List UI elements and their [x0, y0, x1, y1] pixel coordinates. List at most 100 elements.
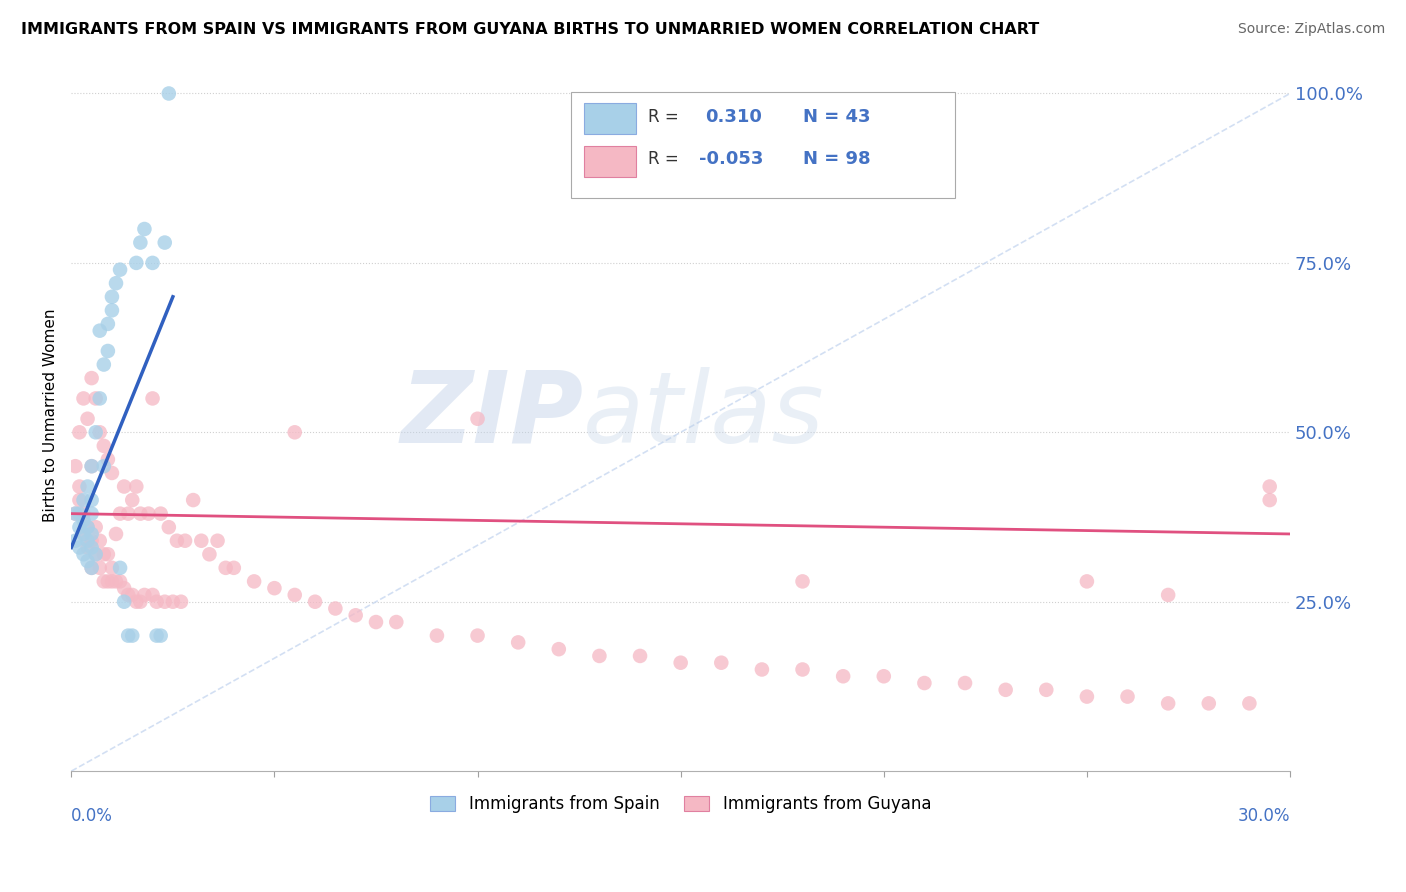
Point — [105, 574, 128, 589]
Point — [129, 507, 152, 521]
Text: Source: ZipAtlas.com: Source: ZipAtlas.com — [1237, 22, 1385, 37]
Point — [76, 541, 98, 555]
Text: R =: R = — [648, 108, 679, 126]
Point — [153, 595, 176, 609]
Point — [1198, 697, 1220, 711]
Point — [72, 513, 94, 527]
Point — [547, 642, 569, 657]
Point — [142, 588, 165, 602]
Point — [69, 493, 91, 508]
Point — [105, 527, 128, 541]
Point — [84, 547, 107, 561]
Point — [76, 554, 98, 568]
Point — [76, 479, 98, 493]
Point — [80, 527, 103, 541]
Point — [134, 588, 156, 602]
Point — [325, 601, 347, 615]
Point — [93, 547, 115, 561]
Point — [80, 459, 103, 474]
Point — [669, 656, 692, 670]
Point — [129, 595, 152, 609]
Point — [80, 371, 103, 385]
Point — [72, 493, 94, 508]
Text: 0.0%: 0.0% — [72, 806, 114, 825]
Point — [69, 425, 91, 440]
Point — [1239, 697, 1261, 711]
Point — [117, 629, 139, 643]
Point — [198, 547, 221, 561]
Point — [76, 533, 98, 548]
Point — [93, 358, 115, 372]
Text: IMMIGRANTS FROM SPAIN VS IMMIGRANTS FROM GUYANA BIRTHS TO UNMARRIED WOMEN CORREL: IMMIGRANTS FROM SPAIN VS IMMIGRANTS FROM… — [21, 22, 1039, 37]
Point — [97, 343, 120, 358]
Point — [181, 493, 204, 508]
Point — [65, 507, 87, 521]
Point — [134, 222, 156, 236]
Point — [149, 629, 172, 643]
Text: atlas: atlas — [583, 367, 825, 464]
Point — [142, 392, 165, 406]
Point — [222, 561, 245, 575]
Point — [385, 615, 408, 629]
Point — [112, 595, 135, 609]
Point — [157, 87, 180, 101]
Point — [89, 533, 111, 548]
Point — [72, 547, 94, 561]
Point — [97, 547, 120, 561]
Point — [84, 547, 107, 561]
Point — [76, 411, 98, 425]
Point — [105, 277, 128, 291]
Text: ZIP: ZIP — [401, 367, 583, 464]
Point — [97, 452, 120, 467]
Point — [162, 595, 184, 609]
Point — [117, 588, 139, 602]
Point — [792, 574, 814, 589]
Point — [953, 676, 976, 690]
Point — [1076, 574, 1098, 589]
Point — [1076, 690, 1098, 704]
Point — [873, 669, 896, 683]
Point — [97, 317, 120, 331]
Point — [166, 533, 188, 548]
Point — [467, 411, 489, 425]
Point — [72, 527, 94, 541]
Point — [284, 425, 307, 440]
Point — [72, 507, 94, 521]
Point — [125, 595, 148, 609]
Point — [101, 574, 124, 589]
Text: -0.053: -0.053 — [699, 150, 763, 169]
Point — [138, 507, 160, 521]
Point — [89, 392, 111, 406]
Point — [145, 629, 167, 643]
Point — [80, 561, 103, 575]
Point — [69, 541, 91, 555]
Point — [108, 507, 131, 521]
Y-axis label: Births to Unmarried Women: Births to Unmarried Women — [44, 309, 58, 522]
Point — [117, 507, 139, 521]
Point — [108, 574, 131, 589]
Point — [1035, 682, 1057, 697]
Point — [588, 648, 610, 663]
FancyBboxPatch shape — [585, 103, 636, 135]
Point — [751, 663, 773, 677]
Point — [65, 507, 87, 521]
Point — [153, 235, 176, 250]
Point — [65, 459, 87, 474]
Point — [467, 629, 489, 643]
Point — [129, 235, 152, 250]
Point — [69, 507, 91, 521]
Point — [1116, 690, 1139, 704]
Point — [80, 561, 103, 575]
FancyBboxPatch shape — [585, 145, 636, 177]
Text: 30.0%: 30.0% — [1237, 806, 1291, 825]
Point — [364, 615, 387, 629]
Point — [284, 588, 307, 602]
Point — [174, 533, 197, 548]
Point — [80, 493, 103, 508]
Point — [89, 561, 111, 575]
Point — [65, 533, 87, 548]
Point — [121, 629, 143, 643]
Text: 0.310: 0.310 — [704, 108, 762, 126]
Point — [80, 459, 103, 474]
Point — [76, 520, 98, 534]
